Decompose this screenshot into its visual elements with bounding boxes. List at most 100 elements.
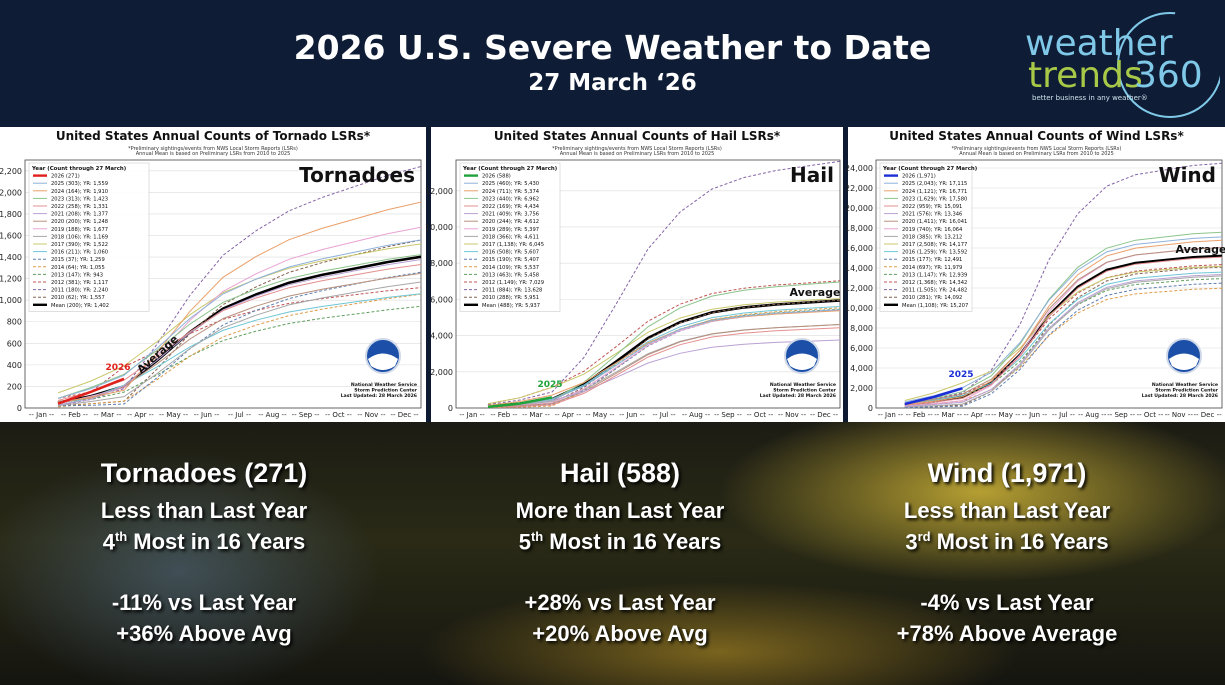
y-tick-label: 1,600 xyxy=(0,231,22,240)
y-tick-label: 0 xyxy=(17,404,22,413)
x-tick-label: -- Aug -- xyxy=(682,411,711,419)
credit-text: National Weather Service xyxy=(770,382,836,388)
chart-subtitle: *Preliminary sightings/events from NWS L… xyxy=(552,146,722,152)
series-line xyxy=(487,396,553,408)
y-tick-label: 0 xyxy=(868,404,873,413)
chart-panel: United States Annual Counts of Tornado L… xyxy=(0,127,426,422)
legend-entry: 2014 (697); YR: 11,979 xyxy=(902,265,962,271)
y-tick-label: 12,000 xyxy=(425,187,453,196)
legend-entry: Mean (1,108); YR: 15,207 xyxy=(902,303,968,309)
rank-text: Most in 16 Years xyxy=(549,529,722,555)
x-tick-label: -- Jun -- xyxy=(619,411,645,419)
rank-text: Most in 16 Years xyxy=(936,529,1109,555)
series-line xyxy=(487,324,840,408)
x-tick-label: -- Nov -- xyxy=(778,411,807,419)
x-tick-label: -- Oct -- xyxy=(747,411,774,419)
series-line xyxy=(904,287,1222,407)
series-line xyxy=(57,239,421,399)
x-tick-label: -- Feb -- xyxy=(906,411,933,419)
legend-title: Year (Count through 27 March) xyxy=(31,166,126,172)
x-tick-label: -- Mar -- xyxy=(522,411,550,419)
legend-entry: 2018 (366); YR: 4,611 xyxy=(482,234,539,240)
legend-entry: Mean (200); YR: 1,402 xyxy=(51,303,109,309)
series-line xyxy=(57,293,421,408)
legend-box xyxy=(459,162,561,312)
x-tick-label: -- Sep -- xyxy=(292,411,320,419)
y-tick-label: 20,000 xyxy=(845,204,873,213)
x-tick-label: -- Mar -- xyxy=(934,411,962,419)
rank-number: 4 xyxy=(102,529,115,555)
series-line xyxy=(57,226,421,405)
x-tick-label: -- Dec -- xyxy=(390,411,419,419)
legend-entry: 2012 (381); YR: 1,117 xyxy=(51,280,108,286)
y-tick-label: 600 xyxy=(7,339,22,348)
credit-text: Storm Prediction Center xyxy=(773,388,837,394)
legend-entry: 2017 (2,508); YR: 14,177 xyxy=(902,242,967,248)
legend-entry: 2019 (188); YR: 1,677 xyxy=(51,227,108,233)
noaa-emblem-wave xyxy=(787,353,817,370)
credit-text: Storm Prediction Center xyxy=(1155,388,1219,394)
summary-column: Hail (588) More than Last Year 5th Most in … xyxy=(420,458,820,652)
summary-headline: Tornadoes (271) xyxy=(100,458,308,488)
series-line xyxy=(487,307,840,408)
legend-entry: 2011 (1,505); YR: 24,482 xyxy=(902,288,967,294)
x-tick-label: -- Mar -- xyxy=(94,411,122,419)
legend-entry: 2020 (244); YR: 4,612 xyxy=(482,219,539,225)
chart-subtitle: *Preliminary sightings/events from NWS L… xyxy=(128,146,298,152)
chart-subtitle: Annual Mean is based on Preliminary LSRs… xyxy=(959,151,1114,157)
y-tick-label: 8,000 xyxy=(430,259,453,268)
series-line xyxy=(904,271,1222,405)
summary-line: Less than Last Year xyxy=(100,498,308,523)
y-tick-label: 4,000 xyxy=(850,364,873,373)
series-line xyxy=(904,264,1222,405)
legend-box xyxy=(28,162,150,312)
summary-column: Wind (1,971) Less than Last Year 3rd Most i… xyxy=(807,458,1207,652)
current-annotation: 2025 xyxy=(948,370,973,380)
legend-entry: 2026 (588) xyxy=(482,174,511,180)
summary-rank: 4th Most in 16 Years xyxy=(4,529,404,560)
legend-entry: 2021 (576); YR: 13,346 xyxy=(902,212,962,218)
legend-entry: 2010 (281); YR: 14,092 xyxy=(902,295,962,301)
legend-entry: 2025 (303); YR: 1,559 xyxy=(51,181,108,187)
summary-headline: Wind (1,971) xyxy=(927,458,1087,488)
x-tick-label: -- Nov -- xyxy=(357,411,386,419)
x-tick-label: -- Jan -- xyxy=(459,411,485,419)
y-tick-label: 1,000 xyxy=(0,296,22,305)
legend-entry: 2022 (258); YR: 1,331 xyxy=(51,204,108,210)
spacer xyxy=(420,560,820,590)
legend-entry: 2013 (1,147); YR: 12,939 xyxy=(902,272,967,278)
legend-entry: 2016 (211); YR: 1,060 xyxy=(51,250,108,256)
summary-rank: 3rd Most in 16 Years xyxy=(807,529,1207,560)
legend-entry: 2023 (1,629); YR: 17,580 xyxy=(902,196,967,202)
legend-entry: 2022 (959); YR: 15,091 xyxy=(902,204,962,210)
x-tick-label: -- Oct -- xyxy=(1137,411,1164,419)
legend-entry: 2015 (37); YR: 1,259 xyxy=(51,257,105,263)
y-tick-label: 400 xyxy=(7,361,22,370)
logo-word: weather xyxy=(1025,23,1173,64)
lines xyxy=(904,162,1222,408)
chart-panel: United States Annual Counts of Wind LSRs… xyxy=(845,127,1225,422)
x-tick-label: -- Sep -- xyxy=(714,411,742,419)
summary-vs-avg: +78% Above Average xyxy=(896,621,1118,646)
y-tick-label: 2,000 xyxy=(0,188,22,197)
credit-text: Storm Prediction Center xyxy=(354,388,418,394)
x-tick-label: -- Apr -- xyxy=(964,411,991,419)
credit-text: Last Updated: 28 March 2026 xyxy=(760,393,836,399)
x-tick-label: -- May -- xyxy=(991,411,1020,419)
series-line xyxy=(904,247,1222,405)
panel-label: Hail xyxy=(790,163,834,187)
legend-entry: 2019 (289); YR: 5,397 xyxy=(482,227,539,233)
y-tick-label: 4,000 xyxy=(430,332,453,341)
summary-change: -11% vs Last Year xyxy=(111,590,297,615)
legend-entry: 2025 (2,043); YR: 17,115 xyxy=(902,181,967,187)
legend-entry: 2021 (409); YR: 3,756 xyxy=(482,212,539,218)
y-tick-label: 14,000 xyxy=(845,264,873,273)
summary-line: More than Last Year xyxy=(515,498,725,523)
chart-panel: United States Annual Counts of Hail LSRs… xyxy=(425,127,843,422)
series-line xyxy=(57,287,421,399)
panel-label: Wind xyxy=(1159,163,1216,187)
current-annotation: 2025 xyxy=(537,380,562,390)
logo-word: trends xyxy=(1028,55,1143,96)
credit-text: Last Updated: 28 March 2026 xyxy=(341,393,417,399)
y-tick-label: 2,000 xyxy=(850,384,873,393)
